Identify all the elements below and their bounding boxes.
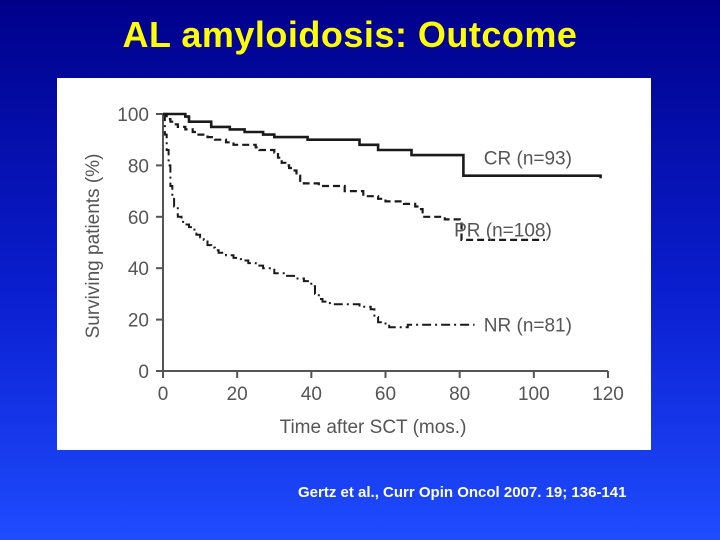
series-labels: CR (n=93) PR (n=108) NR (n=81): [454, 149, 572, 337]
x-tick-label: 40: [301, 384, 322, 405]
series-label-pr: PR (n=108): [454, 221, 552, 242]
y-tick-label: 60: [128, 208, 149, 229]
ticks: 0 20 40 60 80 100 0 20 40 60 80 100 120: [117, 105, 624, 405]
x-tick-label: 0: [158, 384, 169, 405]
x-tick-label: 80: [449, 384, 470, 405]
x-axis-label: Time after SCT (mos.): [280, 417, 467, 438]
series-label-nr: NR (n=81): [484, 316, 572, 337]
x-tick-label: 60: [375, 384, 396, 405]
y-tick-label: 20: [128, 311, 149, 332]
series-label-cr: CR (n=93): [484, 149, 572, 170]
y-tick-label: 40: [128, 259, 149, 280]
chart-panel: 0 20 40 60 80 100 0 20 40 60 80 100 120 CR (n=93) PR …: [57, 78, 651, 450]
y-axis-label: Surviving patients (%): [83, 154, 104, 339]
slide-title: AL amyloidosis: Outcome: [122, 14, 578, 55]
survival-curve-nr: [163, 113, 475, 329]
y-tick-label: 80: [128, 156, 149, 177]
survival-chart: 0 20 40 60 80 100 0 20 40 60 80 100 120 CR (n=93) PR …: [83, 105, 624, 438]
x-tick-label: 20: [227, 384, 248, 405]
series: [163, 112, 602, 329]
y-tick-label: 0: [138, 362, 149, 383]
citation: Gertz et al., Curr Opin Oncol 2007. 19; …: [298, 484, 627, 501]
x-tick-label: 120: [592, 384, 624, 405]
y-tick-label: 100: [117, 105, 149, 126]
x-tick-label: 100: [518, 384, 550, 405]
survival-curve-cr: [163, 112, 602, 179]
survival-curve-pr: [163, 112, 545, 241]
